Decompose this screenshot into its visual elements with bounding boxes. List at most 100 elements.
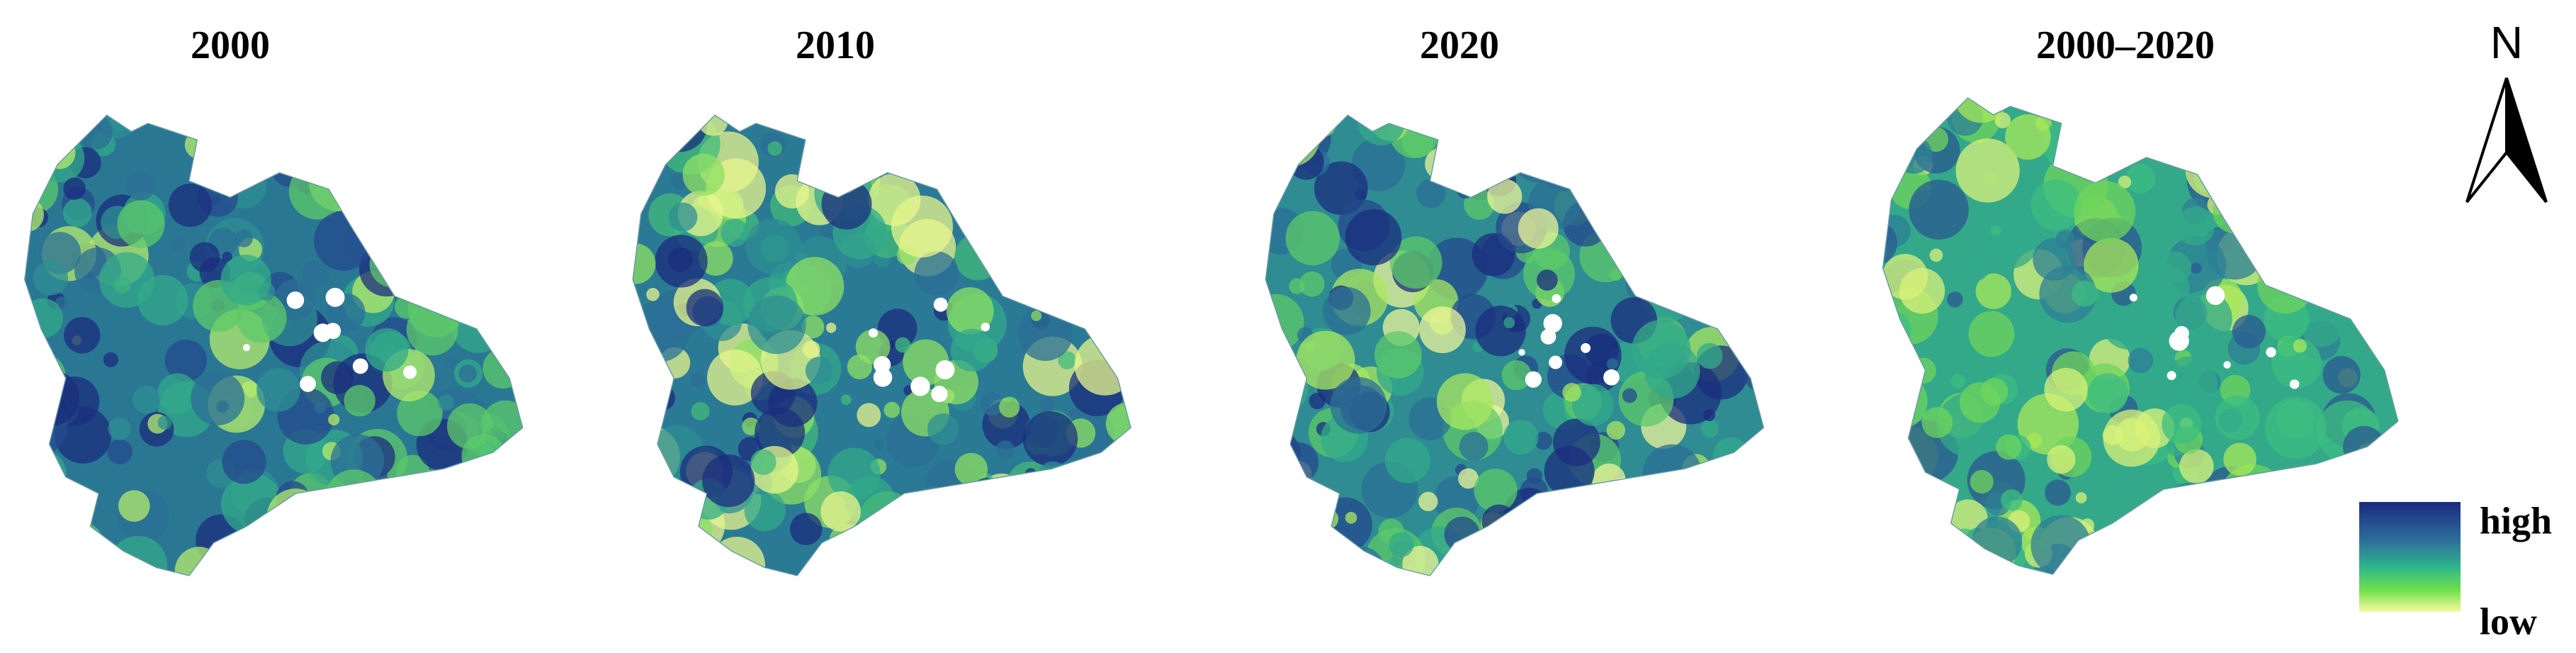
map-void: [1603, 369, 1620, 386]
map-patch: [970, 477, 1003, 510]
map-patch: [2349, 188, 2398, 246]
map-patch: [2082, 123, 2100, 140]
map-panel: [1882, 96, 2400, 576]
map-patch: [381, 519, 395, 532]
map-patch: [1401, 126, 1434, 158]
map-patch: [1882, 479, 1941, 539]
map-patch: [1882, 442, 1908, 505]
map-patch: [1627, 143, 1656, 172]
map-patch: [2347, 459, 2393, 504]
map-patch: [1005, 254, 1047, 296]
map-patch: [691, 372, 706, 387]
map-patch: [2005, 114, 2051, 160]
map-void: [874, 356, 891, 374]
map-patch: [832, 121, 875, 164]
map-patch: [369, 241, 416, 288]
map-patch: [1882, 311, 1911, 348]
map-patch: [2103, 409, 2161, 467]
map-patch: [1027, 148, 1090, 211]
map-patch: [1481, 504, 1517, 540]
map-patch: [371, 131, 417, 177]
map-fill: [1265, 115, 1764, 576]
map-patch: [1717, 267, 1733, 284]
map-patch: [2055, 230, 2075, 249]
map-patch: [412, 236, 475, 299]
map-patch: [1322, 286, 1371, 335]
map-patch: [365, 328, 409, 372]
map-patch: [964, 525, 991, 551]
map-patch: [98, 252, 155, 308]
map-patch: [24, 154, 33, 186]
map-patch: [496, 127, 510, 141]
map-patch: [2039, 265, 2097, 323]
map-patch: [1458, 468, 1479, 489]
map-patch: [1285, 211, 1340, 266]
map-patch: [300, 547, 326, 574]
north-arrow: N: [2465, 17, 2548, 203]
map-patch: [174, 547, 224, 576]
map-patch: [2384, 315, 2398, 345]
map-patch: [189, 242, 220, 273]
map-patch: [831, 117, 883, 170]
map-patch: [2277, 515, 2290, 527]
map-patch: [1980, 378, 2009, 406]
map-patch: [633, 366, 653, 401]
map-panel: [23, 114, 524, 577]
map-patch: [1113, 191, 1131, 216]
map-patch: [1591, 125, 1632, 164]
map-void: [1552, 294, 1561, 303]
map-patch: [1636, 482, 1675, 522]
map-patch: [1357, 115, 1406, 146]
map-patch: [2191, 262, 2202, 274]
map-patch: [1702, 115, 1751, 132]
map-patch: [1629, 194, 1677, 240]
map-patch: [1600, 225, 1620, 245]
map-patch: [24, 203, 28, 216]
map-patch: [1115, 257, 1131, 277]
map-patch: [52, 148, 64, 160]
map-patch: [2317, 272, 2356, 312]
map-patch: [108, 417, 131, 440]
map-patch: [908, 567, 922, 576]
map-patch: [691, 402, 710, 420]
map-patch: [1065, 518, 1092, 546]
map-patch: [2177, 98, 2232, 122]
map-patch: [1688, 115, 1731, 150]
map-patch: [24, 500, 39, 516]
map-patch: [1465, 141, 1478, 154]
map-patch: [1265, 115, 1288, 143]
map-patch: [972, 225, 1001, 254]
map-patch: [1627, 484, 1673, 531]
map-patch: [801, 316, 825, 339]
map-patch: [1097, 269, 1131, 309]
map-patch: [256, 367, 300, 412]
map-void: [286, 291, 305, 309]
map-patch: [1058, 351, 1076, 369]
map-void: [352, 358, 368, 374]
map-patch: [972, 535, 998, 560]
map-patch: [994, 213, 1046, 265]
map-patch: [2030, 179, 2081, 230]
map-patch: [2125, 164, 2156, 194]
map-patch: [434, 256, 452, 274]
map-patch: [1970, 469, 1994, 493]
map-patch: [2218, 408, 2243, 433]
map-patch: [852, 148, 864, 161]
map-patch: [682, 153, 725, 196]
map-patch: [2339, 98, 2390, 138]
map-patch: [2322, 493, 2354, 525]
map-void: [2205, 286, 2225, 306]
map-patch: [2323, 98, 2376, 147]
map-patch: [1719, 115, 1764, 156]
map-patch: [2361, 142, 2388, 169]
map-patch: [2286, 485, 2329, 528]
map-patch: [2097, 98, 2124, 113]
map-patch: [1622, 388, 1637, 403]
map-patch: [862, 115, 896, 147]
map-patch: [1513, 152, 1530, 169]
map-patch: [1085, 284, 1107, 305]
map-patch: [2344, 458, 2365, 479]
map-patch: [2293, 339, 2307, 353]
map-patch: [767, 141, 782, 156]
map-patch: [2075, 492, 2087, 503]
